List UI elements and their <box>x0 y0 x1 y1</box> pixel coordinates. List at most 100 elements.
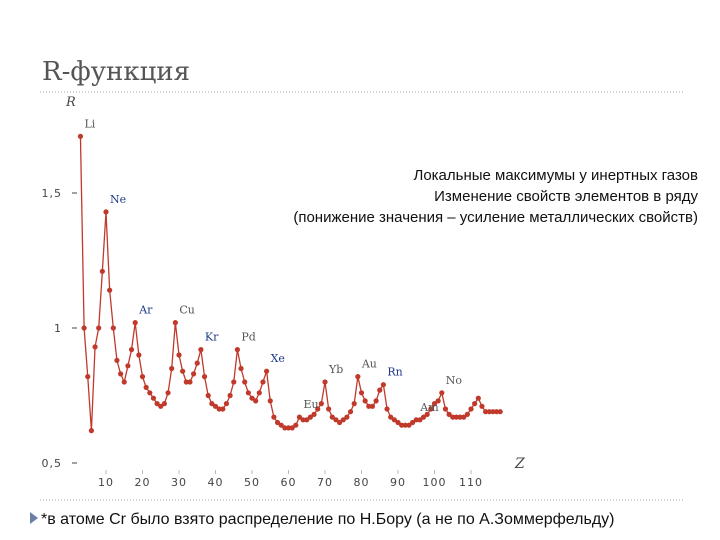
data-point <box>150 395 157 401</box>
element-label: Am <box>419 401 439 414</box>
note: Изменение свойств элементов в ряду <box>434 188 698 205</box>
data-point <box>194 360 200 366</box>
data-point <box>420 414 427 420</box>
data-point <box>326 406 332 412</box>
data-point <box>256 390 262 396</box>
data-point <box>92 344 98 350</box>
data-point <box>453 414 459 420</box>
data-point <box>475 395 481 401</box>
y-tick-label: 1 <box>54 322 62 335</box>
x-tick-label: 90 <box>390 476 406 489</box>
data-point <box>318 401 324 407</box>
data-point <box>347 409 354 415</box>
data-point <box>395 419 401 426</box>
data-point <box>289 425 295 431</box>
data-point <box>486 409 492 415</box>
data-point <box>81 325 87 331</box>
x-tick-label: 100 <box>423 476 447 489</box>
data-point <box>143 384 149 390</box>
data-point <box>110 325 116 331</box>
element-label: Cu <box>179 304 195 317</box>
data-point <box>114 357 120 363</box>
data-point <box>169 365 175 372</box>
data-point <box>187 379 193 385</box>
data-point <box>362 398 368 404</box>
data-point <box>118 371 124 377</box>
data-point <box>293 422 299 428</box>
data-point <box>446 411 452 417</box>
data-point <box>410 419 416 426</box>
data-point <box>369 403 376 409</box>
data-point <box>282 425 288 431</box>
data-point <box>490 409 496 415</box>
element-label: Ne <box>110 193 126 206</box>
note: (понижение значения – усиление металличе… <box>293 209 698 226</box>
data-point <box>274 419 281 426</box>
x-tick-label: 40 <box>208 476 224 489</box>
data-point <box>216 406 222 412</box>
data-point <box>483 409 489 415</box>
data-point <box>96 325 102 331</box>
data-point <box>198 347 204 353</box>
x-tick-label: 50 <box>244 476 260 489</box>
data-point <box>253 398 259 404</box>
element-label: Au <box>361 358 377 371</box>
element-label: Xe <box>271 352 285 365</box>
x-tick-label: 10 <box>98 476 114 489</box>
data-point <box>278 422 284 428</box>
data-point <box>329 414 335 420</box>
data-point <box>472 401 478 407</box>
data-point <box>402 422 408 428</box>
data-point <box>424 411 430 417</box>
data-point <box>176 352 182 358</box>
element-label: Eu <box>303 398 318 411</box>
data-point <box>373 398 379 404</box>
data-point <box>391 417 397 423</box>
element-label: Kr <box>205 331 219 344</box>
note: Локальные максимумы у инертных газов <box>413 167 698 184</box>
data-point <box>227 392 233 399</box>
x-tick-label: 70 <box>317 476 333 489</box>
data-point <box>139 374 146 380</box>
data-point <box>315 406 321 412</box>
element-label: Rn <box>387 366 402 379</box>
data-point <box>384 406 390 412</box>
data-point <box>264 368 270 374</box>
data-point <box>147 390 153 396</box>
data-point <box>285 425 292 431</box>
data-point <box>191 371 197 377</box>
data-point <box>180 368 186 374</box>
data-point <box>245 390 251 396</box>
data-point <box>358 390 365 396</box>
element-label: Li <box>84 117 95 130</box>
data-point <box>172 320 178 326</box>
data-point <box>388 414 394 420</box>
data-point <box>300 417 306 423</box>
x-tick-label: 60 <box>281 476 297 489</box>
data-point <box>234 347 240 353</box>
data-point <box>249 395 255 401</box>
data-point <box>125 363 131 369</box>
x-tick-label: 80 <box>354 476 370 489</box>
data-point <box>377 387 383 393</box>
data-point <box>99 268 105 274</box>
data-point <box>355 374 361 380</box>
data-point <box>307 414 313 420</box>
data-point <box>85 374 91 380</box>
data-point <box>154 401 160 407</box>
data-point <box>435 398 441 404</box>
data-point <box>267 398 273 404</box>
bullet <box>30 512 38 524</box>
data-point <box>88 428 94 434</box>
data-point <box>351 401 357 407</box>
data-point <box>340 417 346 423</box>
data-point <box>103 209 109 215</box>
x-tick-label: 30 <box>171 476 187 489</box>
data-point <box>231 379 237 385</box>
data-point <box>260 379 266 385</box>
element-label: Pd <box>241 331 255 344</box>
data-point <box>439 390 445 396</box>
data-point <box>77 133 84 139</box>
data-point <box>136 352 142 358</box>
